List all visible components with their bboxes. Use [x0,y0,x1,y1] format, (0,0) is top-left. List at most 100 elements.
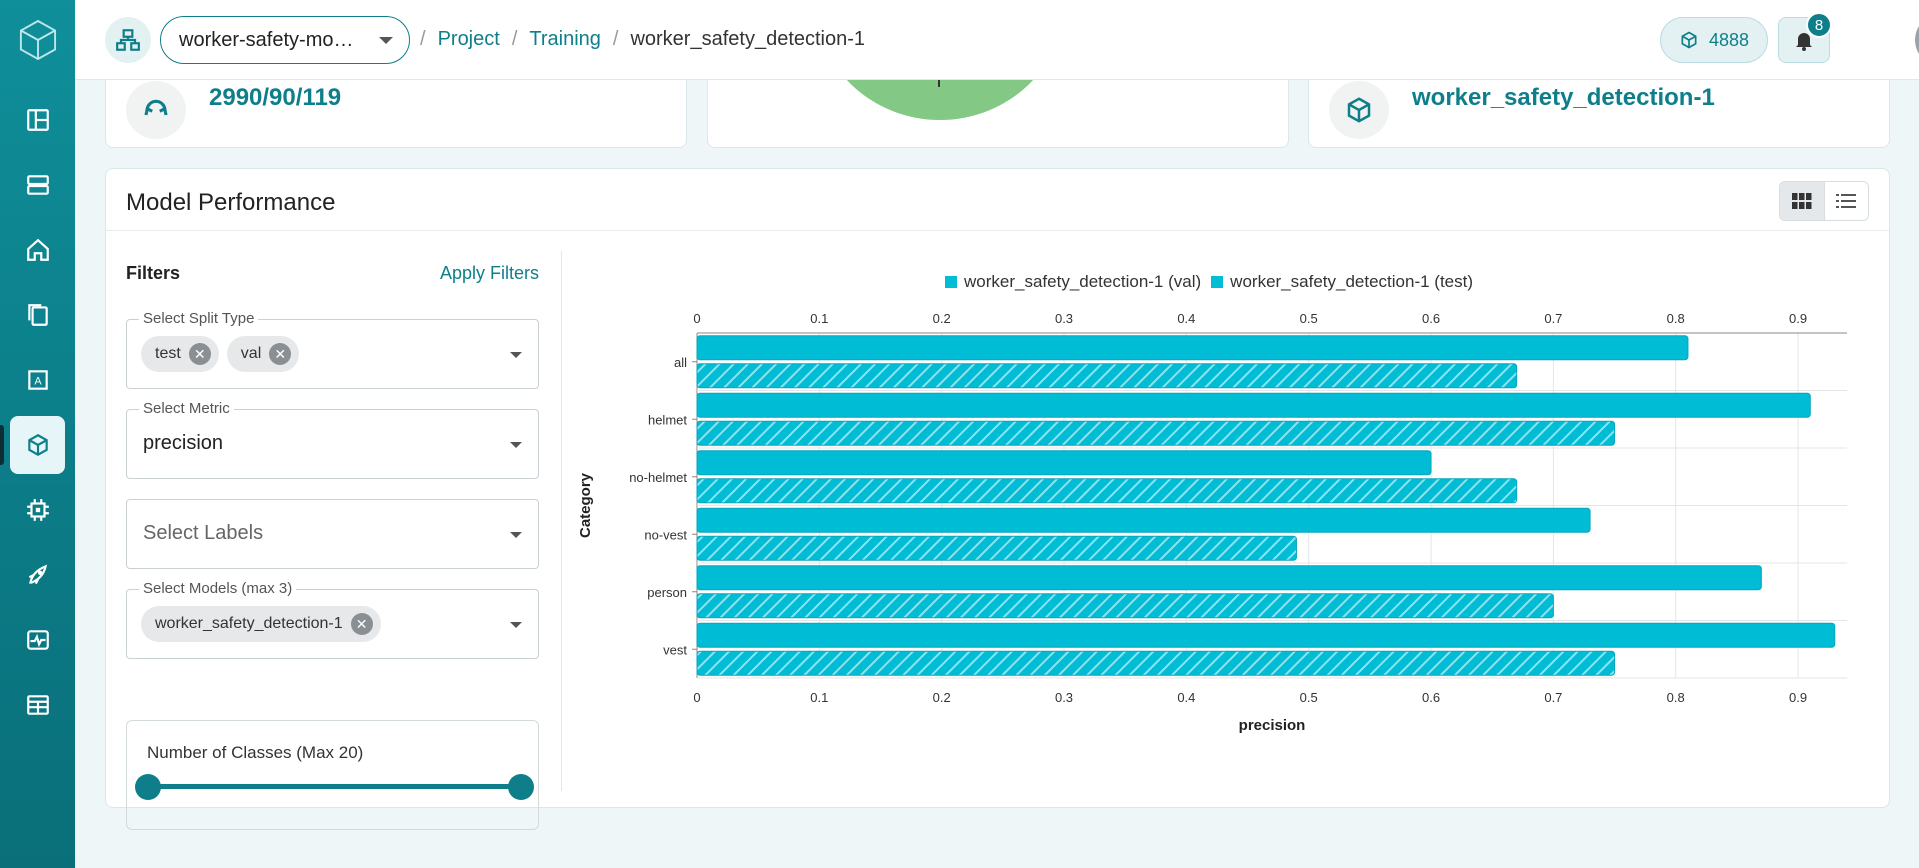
apply-filters-button[interactable]: Apply Filters [439,263,539,283]
sidebar-item-monitoring[interactable] [10,611,65,669]
x-tick-label-top: 0.3 [1055,311,1073,326]
panel-title: Model Performance [126,189,336,216]
server-icon [26,175,49,195]
project-tree-button[interactable] [105,17,151,63]
chip-label: val [240,345,262,362]
x-axis-label: precision [1239,717,1306,734]
breadcrumb-separator: / [511,28,518,50]
avatar[interactable] [1915,14,1919,66]
classes-slider-track[interactable] [147,784,519,789]
annotation-icon: A [27,370,48,390]
breadcrumb-training[interactable]: Training [529,28,601,50]
documents-icon [27,304,48,326]
project-select-value: worker-safety-mo… [179,28,354,51]
view-toggle [1779,181,1869,221]
x-tick-label-top: 0.4 [1177,311,1195,326]
x-tick-label-top: 0.5 [1300,311,1318,326]
divider [561,251,562,791]
legend-item-val[interactable]: worker_safety_detection-1 (val) [945,272,1201,292]
chevron-down-icon [510,532,522,538]
metric-select[interactable]: Select Metric precision [126,400,539,479]
y-tick-label: no-vest [644,527,687,542]
x-tick-label-bottom: 0.4 [1177,690,1195,705]
slider-max-handle[interactable] [508,774,534,800]
legend-item-test[interactable]: worker_safety_detection-1 (test) [1211,272,1473,292]
labels-placeholder: Select Labels [143,522,264,544]
bar-val-no-vest[interactable] [696,507,1591,533]
x-tick-label-bottom: 0.1 [810,690,828,705]
bar-val-all[interactable] [696,335,1689,361]
sidebar-item-models[interactable] [10,416,65,474]
x-tick-label-bottom: 0.2 [933,690,951,705]
hierarchy-icon [116,29,140,51]
bar-test-helmet[interactable] [696,420,1616,446]
sidebar-item-settings[interactable] [10,676,65,734]
sidebar-item-home[interactable] [10,221,65,279]
chevron-down-icon [379,37,393,44]
model-card-icon-wrap [1329,81,1389,139]
pie-label-line [938,73,940,87]
x-tick-label-bottom: 0.3 [1055,690,1073,705]
breadcrumb-separator: / [420,28,426,50]
bar-val-vest[interactable] [696,622,1836,648]
breadcrumb-current: worker_safety_detection-1 [630,28,866,50]
chip-icon [26,499,49,521]
x-tick-label-bottom: 0.7 [1544,690,1562,705]
table-settings-icon [26,695,49,715]
chip-label: test [155,345,181,362]
y-tick-label: vest [663,642,687,657]
model-name-value: worker_safety_detection-1 [1412,84,1715,111]
sidebar-item-storage[interactable] [10,156,65,214]
sidebar-item-documents[interactable] [10,286,65,344]
breadcrumb: / Project / Training / worker_safety_det… [420,28,865,51]
split-counts-value: 2990/90/119 [209,84,342,111]
metric-label: Select Metric [139,400,234,417]
logo-icon [19,19,57,61]
precision-bar-chart: 0 0 0.1 0.1 0.2 0.2 0.3 0.3 0.4 0.4 0.5 0.5 0.6 0.6 0.… [577,311,1847,734]
classes-slider-box: Number of Classes (Max 20) [126,720,539,830]
sidebar-item-compute[interactable] [10,481,65,539]
models-label: Select Models (max 3) [139,580,297,597]
close-icon[interactable]: ✕ [350,613,373,635]
breadcrumb-project[interactable]: Project [437,28,500,50]
close-icon[interactable]: ✕ [188,343,211,365]
labels-select[interactable]: Select Labels [126,499,539,569]
bar-test-no-helmet[interactable] [696,478,1518,504]
chevron-down-icon [510,442,522,448]
bar-val-person[interactable] [696,565,1762,591]
split-type-select[interactable]: Select Split Type test ✕ val ✕ [126,310,539,389]
model-chips: worker_safety_detection-1 ✕ [141,606,389,642]
grid-view-button[interactable] [1780,182,1825,220]
bar-test-person[interactable] [696,593,1554,619]
chip-test: test ✕ [141,336,219,372]
bar-test-vest[interactable] [696,650,1616,676]
bar-test-all[interactable] [696,363,1518,389]
sidebar-item-annotation[interactable]: A [10,351,65,409]
slider-min-handle[interactable] [135,774,161,800]
bar-val-no-helmet[interactable] [696,450,1432,476]
sidebar-item-dashboard[interactable] [10,91,65,149]
models-select[interactable]: Select Models (max 3) worker_safety_dete… [126,580,539,659]
notification-badge: 8 [1806,12,1832,38]
x-tick-label-top: 0.1 [810,311,828,326]
metric-value: precision [143,432,224,454]
model-cube-icon [27,434,48,456]
project-select[interactable]: worker-safety-mo… [160,16,410,64]
x-tick-label-top: 0 [693,311,700,326]
sidebar-item-deploy[interactable] [10,546,65,604]
legend-swatch [1211,276,1224,288]
credits-count: 4888 [1708,29,1750,50]
credits-button[interactable]: 4888 [1660,17,1768,63]
close-icon[interactable]: ✕ [269,343,292,365]
list-view-button[interactable] [1825,182,1869,220]
bar-val-helmet[interactable] [696,392,1811,418]
x-tick-label-top: 0.8 [1667,311,1685,326]
bar-test-no-vest[interactable] [696,535,1297,561]
breadcrumb-separator: / [612,28,619,50]
y-tick-label: all [674,355,687,370]
x-tick-label-bottom: 0 [693,690,700,705]
x-tick-label-bottom: 0.5 [1300,690,1318,705]
user-icon [1915,14,1919,66]
legend-swatch [945,276,957,288]
x-tick-label-top: 0.2 [933,311,951,326]
